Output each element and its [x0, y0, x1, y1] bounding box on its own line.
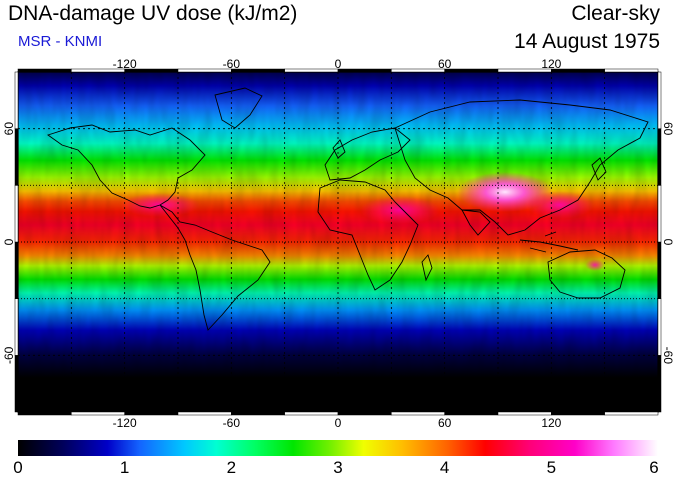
chart-title: DNA-damage UV dose (kJ/m2): [8, 2, 298, 25]
uv-dose-map: -120 -60 0 60 120 -120 -60 0 60 120 60 0 -60 60 0 -6…: [2, 57, 675, 430]
frame-segment: [657, 355, 662, 413]
frame-segment: [444, 411, 499, 416]
frame-segment: [657, 128, 662, 186]
latitude-tick-label: 0: [661, 239, 675, 246]
colorbar-tick-label: 0: [13, 458, 23, 477]
frame-segment: [231, 411, 285, 416]
colorbar-tick-label: 5: [546, 458, 557, 477]
frame-segment: [14, 128, 19, 186]
latitude-tick-label: 0: [2, 238, 16, 245]
frame-segment: [177, 411, 232, 416]
frame-segment: [284, 411, 339, 416]
frame-segment: [14, 241, 19, 299]
frame-ticks: [14, 68, 662, 416]
colorbar-tick-label: 6: [649, 458, 659, 477]
longitude-tick-label: 60: [438, 57, 452, 71]
frame-segment: [124, 411, 179, 416]
frame-segment: [551, 411, 605, 416]
latitude-tick-label: -60: [2, 346, 16, 364]
latitude-labels-left: 60 0 -60: [2, 122, 16, 364]
frame-segment: [657, 71, 662, 129]
latitude-tick-label: 60: [2, 122, 16, 136]
frame-segment: [604, 68, 659, 73]
longitude-tick-label: -120: [113, 57, 137, 71]
longitude-labels-bottom: -120 -60 0 60 120: [113, 416, 562, 430]
source-label: MSR - KNMI: [18, 33, 103, 50]
frame-segment: [337, 68, 392, 73]
frame-segment: [71, 411, 125, 416]
frame-segment: [14, 185, 19, 243]
frame-segment: [657, 241, 662, 299]
latitude-tick-label: -60: [661, 347, 675, 365]
longitude-tick-label: 0: [335, 416, 342, 430]
longitude-tick-label: -60: [223, 416, 241, 430]
longitude-labels-top: -120 -60 0 60 120: [113, 57, 562, 71]
sky-condition-label: Clear-sky: [571, 2, 660, 25]
colorbar-tick-label: 1: [119, 458, 130, 477]
latitude-tick-label: 60: [661, 122, 675, 136]
colorbar-tick-label: 2: [226, 458, 237, 477]
frame-segment: [657, 185, 662, 243]
longitude-tick-label: -60: [223, 57, 241, 71]
frame-segment: [497, 411, 552, 416]
frame-segment: [17, 411, 72, 416]
date-label: 14 August 1975: [514, 30, 660, 53]
frame-segment: [14, 71, 19, 129]
colorbar: [18, 440, 658, 456]
coastlines: [18, 87, 658, 396]
colorbar-tick-label: 3: [333, 458, 343, 477]
frame-segment: [604, 411, 659, 416]
frame-segment: [337, 411, 392, 416]
frame-segment: [391, 68, 445, 73]
colorbar-tick-label: 4: [439, 458, 450, 477]
longitude-tick-label: 0: [335, 57, 342, 71]
longitude-tick-label: 120: [541, 57, 561, 71]
graticule: [18, 72, 658, 412]
frame-segment: [391, 411, 445, 416]
longitude-tick-label: 60: [438, 416, 452, 430]
longitude-tick-label: 120: [541, 416, 561, 430]
longitude-tick-label: -120: [113, 416, 137, 430]
frame-segment: [657, 298, 662, 356]
latitude-labels-right: 60 0 -60: [661, 122, 675, 364]
frame-segment: [444, 68, 499, 73]
frame-segment: [17, 68, 72, 73]
frame-segment: [284, 68, 339, 73]
